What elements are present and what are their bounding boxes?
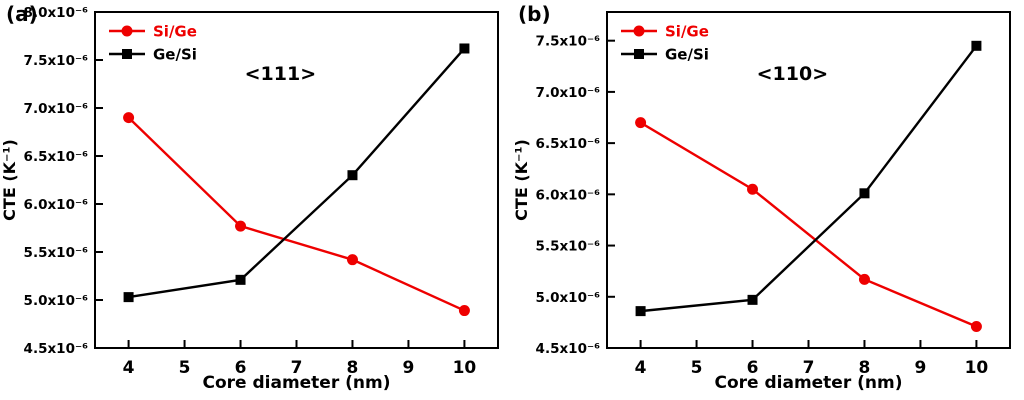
marker-square-Ge/Si xyxy=(459,43,470,54)
annotation: <111> xyxy=(245,63,317,85)
x-axis-title: Core diameter (nm) xyxy=(202,373,390,393)
chart-a: 4 5 6 7 8 9 10 4.5x10⁻⁶ 5.0x10⁻⁶ 5.5x10⁻⁶ 6.0x10⁻⁶… xyxy=(0,5,499,393)
series-line-Si/Ge xyxy=(639,121,977,328)
legend-marker-Ge/Si xyxy=(634,49,644,59)
y-axis-title: CTE (K⁻¹) xyxy=(512,139,531,221)
y-tick-label: 4.5x10⁻⁶ xyxy=(536,341,601,357)
series-line-Ge/Si xyxy=(128,47,466,299)
x-tick-label: 6 xyxy=(747,358,759,378)
annotation: <110> xyxy=(757,63,829,85)
y-tick-label: 6.5x10⁻⁶ xyxy=(536,136,601,152)
legend-label-Ge/Si: Ge/Si xyxy=(153,46,197,64)
marker-circle-Si/Ge xyxy=(747,183,759,195)
legend-marker-Si/Ge xyxy=(633,25,645,37)
y-tick-label: 7.0x10⁻⁶ xyxy=(536,85,601,101)
panel-label-a: (a) xyxy=(6,2,38,26)
panel-label-b: (b) xyxy=(518,2,551,26)
x-tick-label: 5 xyxy=(691,358,703,378)
y-tick-label: 7.0x10⁻⁶ xyxy=(24,101,89,117)
y-tick-label: 6.5x10⁻⁶ xyxy=(24,149,89,165)
series-line-Si/Ge xyxy=(127,116,465,312)
x-tick-label: 10 xyxy=(965,358,989,378)
chart-panel-a: (a) 4 5 6 7 8 9 10 4.5x10⁻⁶ 5.0x10⁻⁶ 5.5x10⁻⁶ 6.0x… xyxy=(0,2,499,393)
y-tick-label: 5.5x10⁻⁶ xyxy=(536,239,601,255)
chart-panel-b: (b) 4 5 6 7 8 9 10 4.5x10⁻⁶ 5.0x10⁻⁶ 5.5x10⁻⁶ 6.0x… xyxy=(512,0,1024,400)
x-tick-label: 4 xyxy=(635,358,647,378)
x-tick-label: 9 xyxy=(403,358,415,378)
y-tick-label: 6.0x10⁻⁶ xyxy=(536,187,601,203)
legend-label-Si/Ge: Si/Ge xyxy=(153,23,197,41)
y-tick-label: 5.0x10⁻⁶ xyxy=(24,293,89,309)
legend-label-Si/Ge: Si/Ge xyxy=(665,23,709,41)
y-tick-label: 4.5x10⁻⁶ xyxy=(24,341,89,357)
marker-circle-Si/Ge xyxy=(970,320,982,332)
series-line-Ge/Si xyxy=(640,45,978,313)
y-tick-label: 6.0x10⁻⁶ xyxy=(24,197,89,213)
marker-square-Ge/Si xyxy=(123,292,134,303)
marker-square-Ge/Si xyxy=(235,274,246,285)
marker-square-Ge/Si xyxy=(747,294,758,305)
chart-b: 4 5 6 7 8 9 10 4.5x10⁻⁶ 5.0x10⁻⁶ 5.5x10⁻⁶ 6.0x10⁻⁶… xyxy=(512,11,1011,393)
y-tick-label: 5.0x10⁻⁶ xyxy=(536,290,601,306)
x-tick-label: 5 xyxy=(179,358,191,378)
x-tick-label: 8 xyxy=(859,358,871,378)
marker-circle-Si/Ge xyxy=(858,273,870,285)
x-axis-title: Core diameter (nm) xyxy=(714,373,902,393)
marker-circle-Si/Ge xyxy=(635,117,647,129)
x-tick-label: 4 xyxy=(123,358,135,378)
y-tick-label: 7.5x10⁻⁶ xyxy=(536,34,601,50)
marker-circle-Si/Ge xyxy=(458,305,470,317)
x-tick-label: 8 xyxy=(347,358,359,378)
marker-circle-Si/Ge xyxy=(123,112,135,124)
legend-marker-Si/Ge xyxy=(121,25,133,37)
y-tick-label: 7.5x10⁻⁶ xyxy=(24,53,89,69)
marker-square-Ge/Si xyxy=(347,170,358,181)
y-tick-label: 8.0x10⁻⁶ xyxy=(24,5,89,21)
x-tick-label: 7 xyxy=(291,358,303,378)
marker-circle-Si/Ge xyxy=(346,254,358,266)
x-tick-label: 6 xyxy=(235,358,247,378)
marker-square-Ge/Si xyxy=(635,306,646,317)
legend-label-Ge/Si: Ge/Si xyxy=(665,46,709,64)
x-tick-label: 9 xyxy=(915,358,927,378)
marker-circle-Si/Ge xyxy=(235,220,247,232)
marker-square-Ge/Si xyxy=(859,188,870,199)
marker-square-Ge/Si xyxy=(971,40,982,51)
y-tick-label: 5.5x10⁻⁶ xyxy=(24,245,89,261)
x-tick-label: 10 xyxy=(453,358,477,378)
x-tick-label: 7 xyxy=(803,358,815,378)
y-axis-title: CTE (K⁻¹) xyxy=(0,139,19,221)
legend-marker-Ge/Si xyxy=(122,49,132,59)
